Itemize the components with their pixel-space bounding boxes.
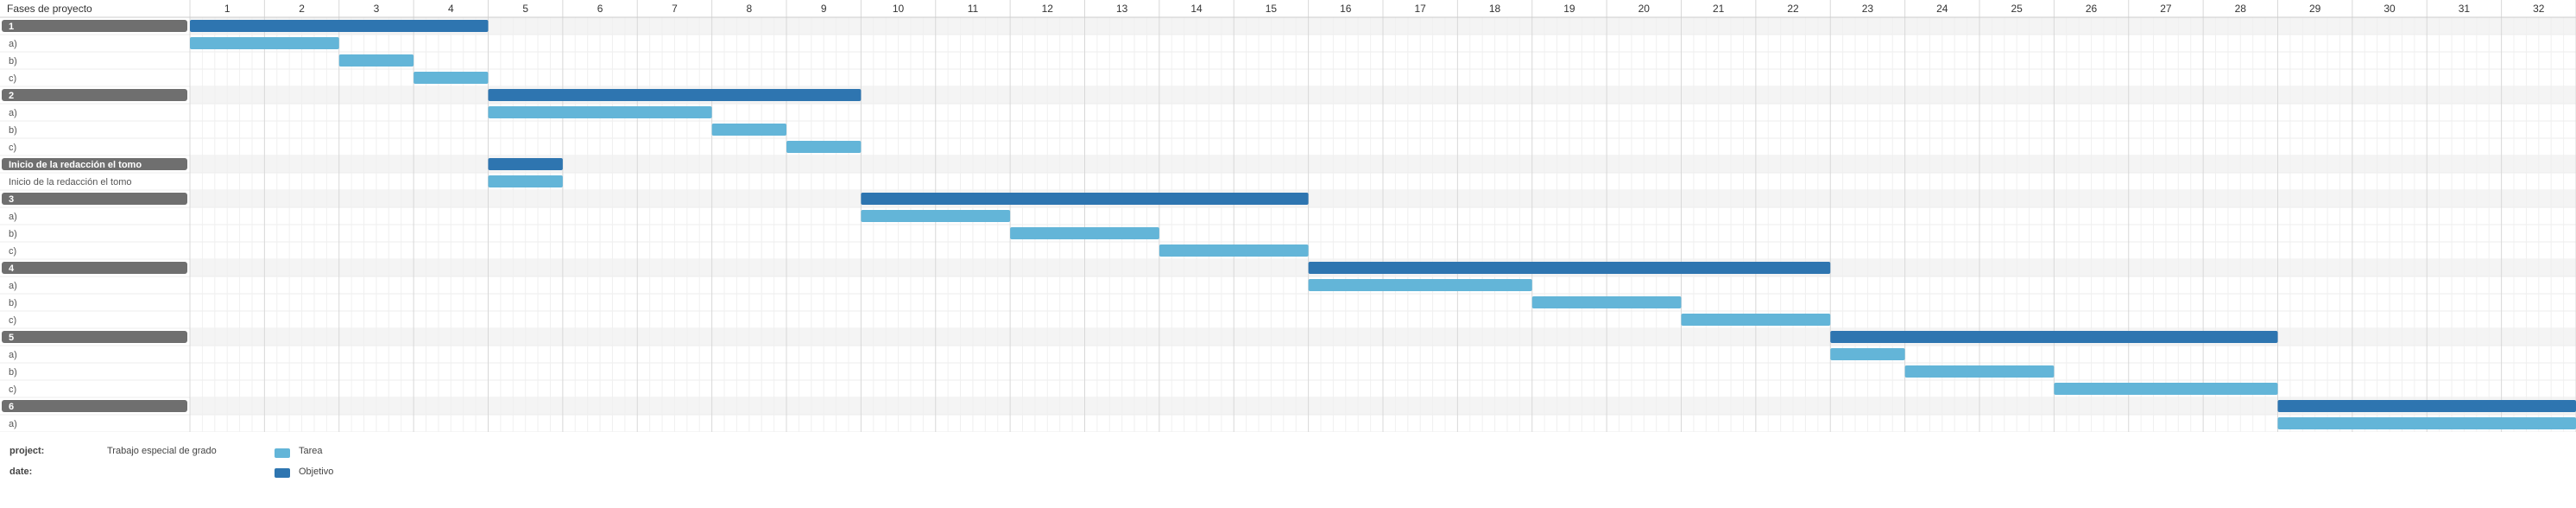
row-label: a) [9, 39, 17, 49]
row-label: a) [9, 212, 17, 222]
row-label-bg [2, 20, 187, 32]
row-label: 2 [9, 91, 14, 101]
period-label: 13 [1116, 3, 1128, 15]
period-label: 17 [1415, 3, 1427, 15]
period-label: 21 [1713, 3, 1725, 15]
row-label: Inicio de la redacción el tomo [9, 177, 131, 187]
task-bar [1830, 348, 1905, 360]
row-label: c) [9, 315, 16, 326]
row-label: 1 [9, 22, 14, 32]
period-label: 29 [2309, 3, 2321, 15]
row-label: a) [9, 108, 17, 118]
row-label: 6 [9, 402, 14, 412]
gantt-chart: Fases de proyecto 1 2 3 4 5 6 7 8 9 10 11 12 13 14 15 16… [0, 0, 2576, 432]
row-label: c) [9, 246, 16, 257]
task-bar [488, 106, 712, 118]
period-label: 4 [448, 3, 454, 15]
row-label: b) [9, 56, 17, 67]
task-bar [414, 72, 489, 84]
task-bar [1308, 279, 1532, 291]
legend-project-label: project: [9, 446, 45, 456]
period-label: 28 [2235, 3, 2247, 15]
period-label: 31 [2459, 3, 2471, 15]
row-label: 5 [9, 333, 14, 343]
row-label: a) [9, 419, 17, 429]
period-label: 24 [1936, 3, 1948, 15]
task-bar [786, 141, 862, 153]
task-bar [861, 210, 1011, 222]
period-label: 14 [1190, 3, 1203, 15]
legend-objective-label: Objetivo [299, 467, 334, 477]
task-bar [1904, 365, 2055, 378]
period-label: 8 [746, 3, 752, 15]
period-label: 2 [299, 3, 305, 15]
period-label: 9 [821, 3, 827, 15]
legend-project-value: Trabajo especial de grado [107, 446, 217, 456]
objective-bar [190, 20, 489, 32]
period-label: 25 [2011, 3, 2024, 15]
row-label: b) [9, 125, 17, 136]
task-bar [1681, 314, 1831, 326]
period-label: 12 [1042, 3, 1054, 15]
period-label: 11 [968, 3, 979, 15]
row-label-bg [2, 158, 187, 170]
task-bar [338, 54, 414, 67]
row-label: b) [9, 229, 17, 239]
period-label: 16 [1340, 3, 1352, 15]
row-label: b) [9, 298, 17, 308]
task-bar [711, 124, 786, 136]
period-label: 7 [672, 3, 678, 15]
row-label-bg [2, 331, 187, 343]
period-label: 1 [224, 3, 230, 15]
period-label: 3 [374, 3, 380, 15]
period-label: 26 [2086, 3, 2098, 15]
period-label: 19 [1563, 3, 1575, 15]
objective-bar [2277, 400, 2576, 412]
objective-bar [1830, 331, 2278, 343]
task-bar [2054, 383, 2278, 395]
objective-bar [488, 158, 563, 170]
row-label: a) [9, 350, 17, 360]
row-label: c) [9, 73, 16, 84]
task-bar [1531, 296, 1682, 308]
objective-bar [488, 89, 862, 101]
legend-date-label: date: [9, 467, 33, 477]
row-label-bg [2, 89, 187, 101]
task-bar [1159, 244, 1309, 257]
period-label: 22 [1787, 3, 1799, 15]
row-label-bg [2, 262, 187, 274]
period-label: 23 [1862, 3, 1874, 15]
row-label: c) [9, 384, 16, 395]
legend-task-label: Tarea [299, 446, 323, 456]
task-bar [2277, 417, 2576, 429]
row-label: c) [9, 143, 16, 153]
period-label: 20 [1638, 3, 1651, 15]
row-label-bg [2, 400, 187, 412]
row-label-bg [2, 193, 187, 205]
row-label: Inicio de la redacción el tomo [9, 160, 142, 170]
period-label: 5 [522, 3, 528, 15]
period-label: 15 [1266, 3, 1278, 15]
period-label: 30 [2383, 3, 2396, 15]
task-bar [488, 175, 563, 187]
row-label: a) [9, 281, 17, 291]
period-label: 10 [893, 3, 905, 15]
legend-task-swatch [275, 448, 290, 458]
task-bar [1010, 227, 1159, 239]
legend-objective-swatch [275, 468, 290, 478]
row-label: 4 [9, 264, 15, 274]
period-label: 18 [1489, 3, 1501, 15]
period-label: 6 [597, 3, 603, 15]
task-bar [190, 37, 339, 49]
row-label: b) [9, 367, 17, 378]
header-label: Fases de proyecto [7, 3, 92, 15]
period-label: 27 [2160, 3, 2172, 15]
row-label: 3 [9, 194, 14, 205]
objective-bar [861, 193, 1309, 205]
objective-bar [1308, 262, 1831, 274]
period-label: 32 [2533, 3, 2545, 15]
